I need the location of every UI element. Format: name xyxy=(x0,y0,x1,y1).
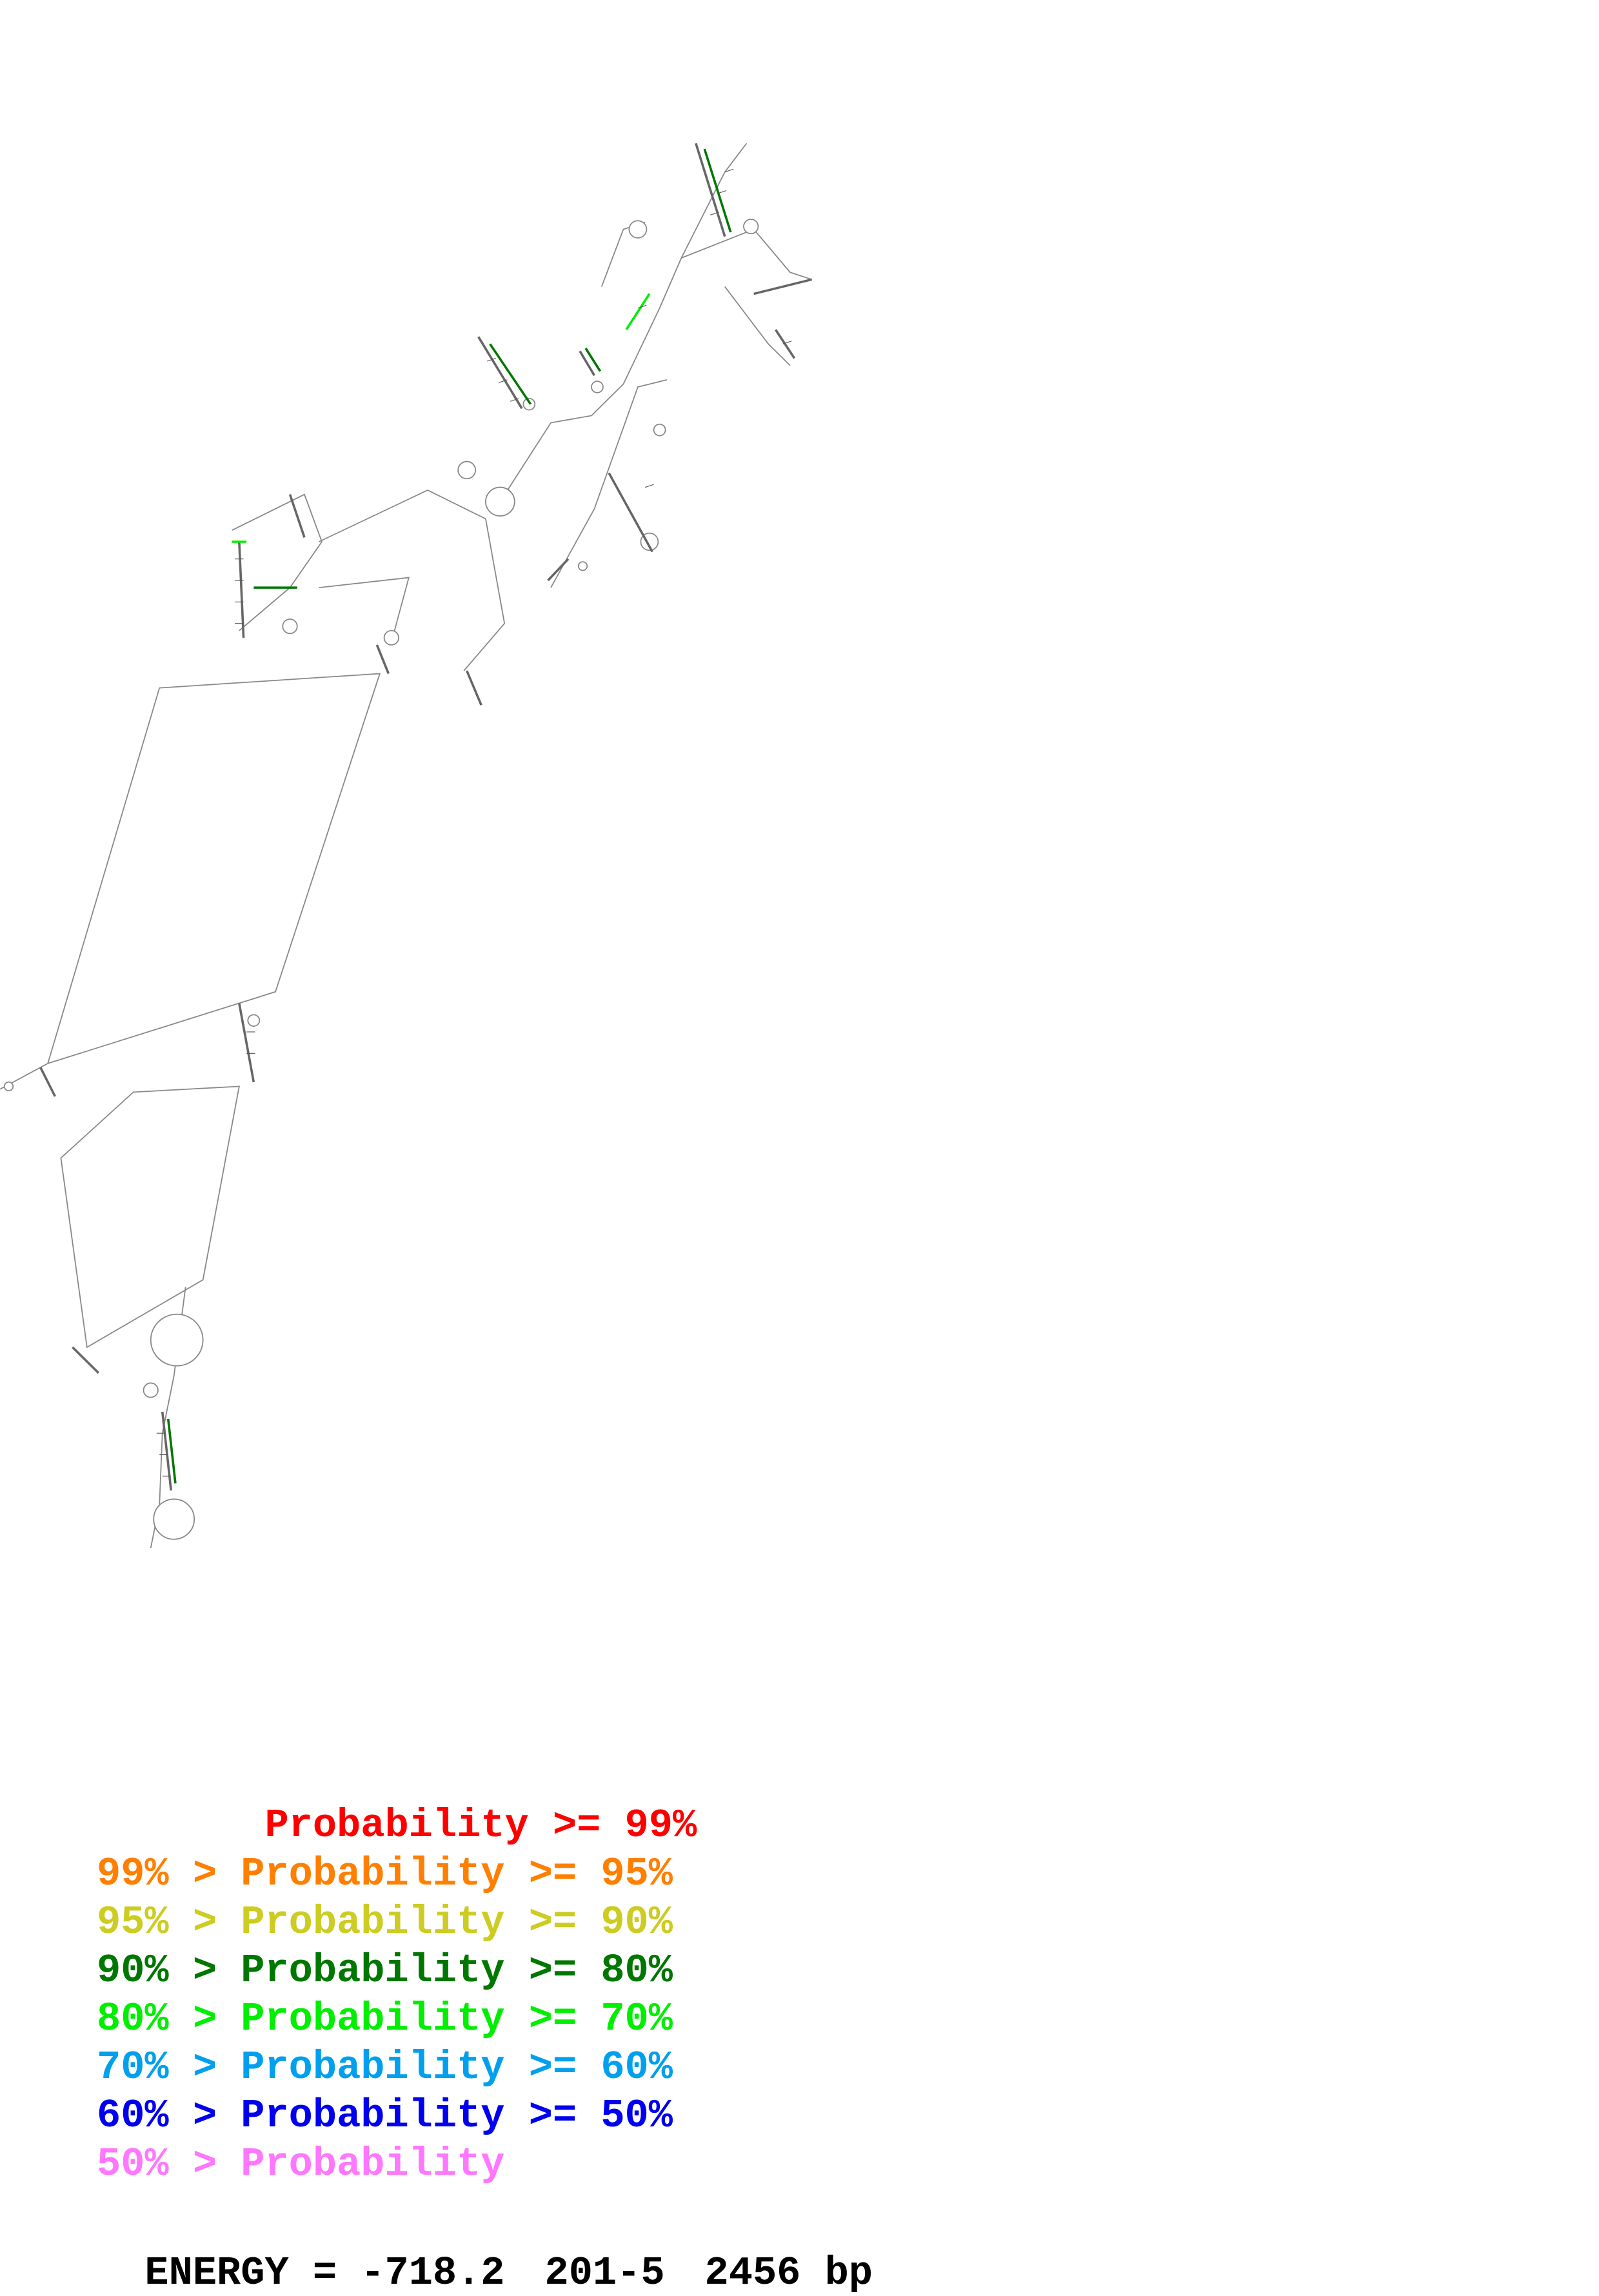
stem-high xyxy=(39,1067,57,1097)
legend-row-90: 95% > Probability >= 90% xyxy=(97,1899,673,1945)
legend-row-70: 80% > Probability >= 70% xyxy=(97,1996,673,2042)
stem-80 xyxy=(625,293,651,331)
stem-90 xyxy=(703,148,732,233)
hairpin-loop xyxy=(485,486,515,517)
backbone-far-right xyxy=(724,286,791,366)
stem-high xyxy=(238,1003,255,1083)
hairpin-loop xyxy=(153,1498,195,1540)
energy-footer: ENERGY = -718.2 201-5 2456 bp xyxy=(97,2213,913,2293)
hairpin-loop xyxy=(522,397,536,411)
hairpin-loop xyxy=(383,629,399,646)
hairpin-loop xyxy=(653,423,666,437)
backbone-upper-link xyxy=(319,490,506,671)
stem-high xyxy=(753,278,813,295)
hairpin-loop xyxy=(247,1014,261,1027)
stem-high xyxy=(774,329,796,359)
legend-row-99: Probability >= 99% xyxy=(97,1803,697,1848)
stem-high xyxy=(579,350,596,377)
legend-row-95: 99% > Probability >= 95% xyxy=(97,1851,673,1897)
stem-high xyxy=(72,1346,100,1374)
legend-row-50: 60% > Probability >= 50% xyxy=(97,2093,673,2139)
backbone-mid-link xyxy=(319,577,410,642)
legend-row-below-50: 50% > Probability xyxy=(97,2141,505,2187)
stem-high xyxy=(375,644,390,675)
stem-high xyxy=(695,143,726,237)
stem-90 xyxy=(584,348,601,372)
backbone-right-stem xyxy=(550,379,668,588)
stem-high xyxy=(288,494,306,538)
hairpin-loop xyxy=(3,1081,14,1092)
legend-row-60: 70% > Probability >= 60% xyxy=(97,2044,673,2090)
stem-high xyxy=(466,670,482,706)
structure-name: 201-5 xyxy=(544,2250,665,2296)
stem-high xyxy=(161,1411,172,1491)
backbone-lower-loop xyxy=(60,1085,240,1349)
legend-row-80: 90% > Probability >= 80% xyxy=(97,1948,673,1994)
hairpin-loop xyxy=(150,1313,204,1367)
backbone-top-arm xyxy=(622,143,748,384)
backbone-right-arm xyxy=(499,383,624,502)
hairpin-loop xyxy=(457,460,477,480)
backbone-upper-right xyxy=(680,228,812,281)
stem-high xyxy=(608,472,653,553)
stem-high xyxy=(477,336,523,410)
hairpin-loop xyxy=(143,1382,159,1398)
rna-secondary-structure-diagram xyxy=(0,143,813,1549)
sequence-length: 2456 bp xyxy=(704,2250,873,2296)
stem-high xyxy=(547,558,570,582)
hairpin-loop xyxy=(591,381,604,393)
hairpin-loop xyxy=(577,561,588,571)
stem-90 xyxy=(166,1418,177,1484)
stem-high xyxy=(238,541,245,638)
backbone-left-cluster xyxy=(232,493,323,631)
hairpin-loop xyxy=(628,220,648,239)
hairpin-loop xyxy=(743,219,759,235)
energy-value: ENERGY = -718.2 xyxy=(144,2250,505,2296)
hairpin-loop xyxy=(282,619,298,635)
backbone-main-loop xyxy=(47,673,381,1064)
stem-90 xyxy=(489,343,532,405)
